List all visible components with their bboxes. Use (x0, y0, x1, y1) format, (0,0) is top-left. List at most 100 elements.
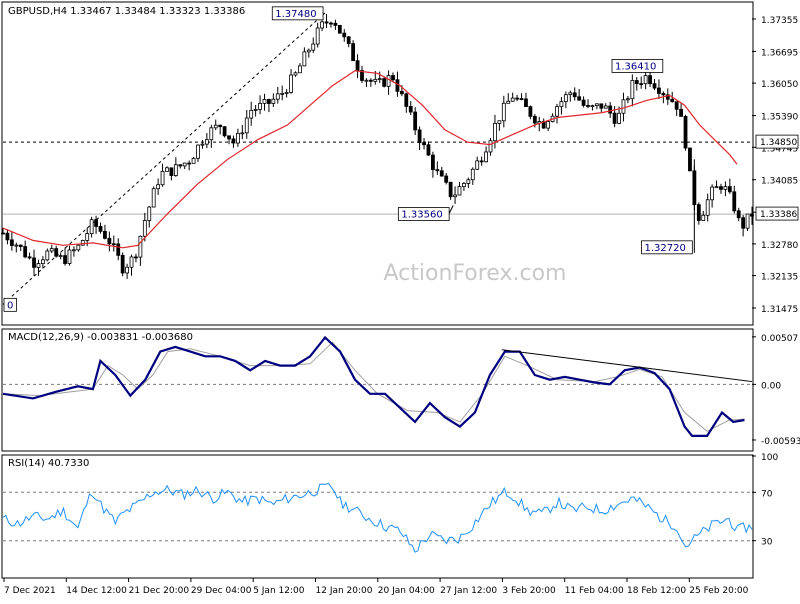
candle-body (590, 105, 595, 108)
candle-body (125, 266, 129, 274)
candle-body (337, 25, 342, 34)
current-price-axis-label: 1.33386 (755, 206, 799, 221)
candle-body (289, 74, 293, 93)
candle-body (382, 78, 387, 87)
candle-body (142, 220, 147, 237)
candle-body (89, 219, 94, 235)
candle-body (32, 257, 36, 268)
macd-layer (2, 335, 753, 437)
candle-body (488, 140, 493, 153)
macd-y-tick-label: -0.00593 (761, 437, 800, 447)
candle-body (364, 79, 369, 82)
candle-body (714, 186, 719, 189)
candle-body (532, 115, 537, 124)
candle-body (524, 98, 528, 108)
candle-body (719, 186, 723, 190)
candle-body (705, 199, 710, 216)
candle-body (745, 213, 750, 229)
candle-body (741, 217, 746, 229)
candle-body (674, 101, 679, 110)
macd-line (2, 335, 745, 437)
candle-body (67, 249, 72, 264)
candle-body (209, 127, 214, 141)
candle-body (346, 36, 351, 45)
candle-body (231, 138, 236, 144)
price-callout: 1.36410 (611, 59, 664, 73)
candle-body (351, 43, 356, 62)
candle-body (519, 98, 524, 100)
candle-body (727, 186, 732, 193)
candle-body (111, 243, 116, 246)
level-axis-label: 1.34850 (755, 134, 799, 149)
candle-body (360, 70, 364, 81)
candle-body (528, 106, 533, 117)
price-y-tick-label: 1.32135 (761, 273, 798, 283)
candle-body (1, 232, 5, 235)
candle-body (355, 60, 360, 71)
x-tick-label: 3 Feb 20:00 (502, 586, 556, 596)
x-tick-label: 18 Feb 12:00 (627, 586, 686, 596)
level-axis-label-box (755, 134, 799, 149)
candle-body (182, 162, 187, 167)
candle-body (479, 160, 484, 163)
candle-body (448, 181, 453, 198)
price-y-tick-label: 1.32780 (761, 241, 798, 251)
candle-body (27, 256, 32, 259)
callout-label: 1.33560 (401, 210, 442, 221)
candle-body (559, 101, 564, 108)
callout-label: 1.37480 (275, 9, 316, 20)
candle-body (723, 186, 728, 190)
candle-body (178, 164, 183, 167)
candle-body (426, 144, 431, 156)
candle-body (267, 99, 271, 104)
candle-body (80, 240, 85, 246)
candle-body (315, 27, 320, 45)
macd-panel-frame (1, 328, 754, 452)
candle-body (506, 100, 511, 104)
x-tick-label: 7 Dec 2021 (4, 586, 56, 596)
candle-body (342, 32, 347, 38)
candle-body (736, 210, 741, 219)
candle-body (18, 244, 23, 247)
candle-body (594, 103, 599, 107)
candle-body (129, 256, 134, 268)
candle-body (546, 121, 551, 129)
candle-body (244, 117, 249, 134)
candle-body (36, 263, 41, 268)
candle-body (581, 99, 586, 106)
x-tick-label: 14 Dec 12:00 (66, 586, 127, 596)
price-y-tick-label: 1.34085 (761, 177, 798, 187)
candle-body (612, 112, 617, 124)
candle-body (40, 259, 45, 265)
callout-box (641, 240, 693, 255)
rsi-panel-title: RSI(14) 40.7330 (8, 458, 89, 469)
candle-body (395, 79, 400, 92)
price-callout: 1.33560 (397, 205, 454, 221)
candle-body (586, 105, 590, 107)
price-y-tick-label: 1.35390 (761, 113, 798, 123)
macd-panel-title: MACD(12,26,9) -0.003831 -0.003680 (8, 332, 193, 343)
candle-body (484, 151, 488, 163)
candle-body (497, 120, 502, 124)
candle-body (368, 79, 373, 82)
candle-body (661, 93, 666, 96)
x-tick-label: 11 Feb 04:00 (565, 586, 624, 596)
macd-signal-line (2, 341, 745, 432)
level-axis-label-text: 1.34850 (760, 138, 797, 148)
candle-body (280, 92, 285, 95)
x-tick-label: 27 Jan 12:00 (440, 586, 497, 596)
candle-body (227, 135, 231, 140)
candle-body (134, 256, 138, 259)
candle-body (444, 175, 449, 183)
candle-body (76, 244, 81, 251)
rsi-layer (2, 482, 753, 553)
candle-body (577, 96, 582, 101)
candle-body (324, 21, 329, 24)
candle-body (160, 170, 165, 186)
candle-body (14, 244, 19, 247)
candle-body (688, 147, 692, 172)
candle-body (333, 22, 338, 26)
candle-body (23, 246, 28, 258)
price-y-tick-label: 1.36695 (761, 48, 798, 58)
